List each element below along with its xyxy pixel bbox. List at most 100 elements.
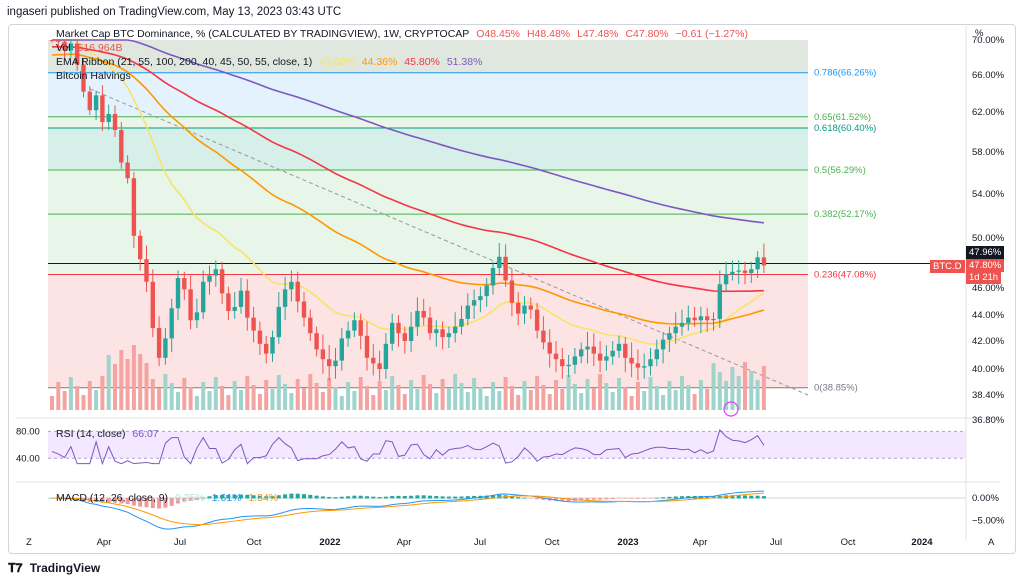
candle-body (245, 290, 250, 318)
volume-bar (289, 393, 294, 410)
legend-main: Market Cap BTC Dominance, % (CALCULATED … (56, 28, 752, 40)
macd-hist-bar (106, 498, 111, 503)
macd-hist-bar (743, 495, 747, 499)
candle-body (453, 326, 458, 334)
candle-body (358, 320, 363, 336)
volume-bar (755, 380, 760, 410)
zoom-button-left[interactable]: Z (26, 537, 32, 548)
volume-bar (87, 381, 92, 410)
macd-hist-bar (541, 498, 546, 500)
candle-body (56, 40, 61, 42)
volume-bar (402, 394, 407, 410)
volume-bar (428, 384, 432, 410)
macd-hist-bar (352, 495, 357, 499)
candle-body (579, 349, 584, 357)
candle-body (635, 363, 641, 368)
macd-hist-bar (402, 495, 407, 499)
volume-bar (113, 364, 117, 410)
volume-bar (598, 374, 603, 410)
volume-bar (673, 390, 678, 410)
volume-bar (383, 390, 388, 410)
macd-hist-bar (138, 498, 143, 507)
candle-body (749, 269, 754, 273)
volume-bar (591, 388, 596, 410)
volume-bar (522, 381, 527, 410)
candle-body (68, 43, 74, 51)
macd-hist-bar (560, 498, 565, 502)
time-axis-tick: Oct (545, 537, 560, 548)
macd-hist-bar (484, 495, 489, 499)
macd-hist-bar (453, 496, 458, 499)
volume-bar (635, 382, 640, 410)
fib-zone (48, 214, 808, 275)
macd-hist-bar (257, 495, 262, 499)
macd-hist-bar (535, 498, 540, 500)
volume-bar (629, 396, 634, 410)
macd-hist-bar (585, 498, 590, 500)
candle-body (427, 317, 433, 334)
time-axis-tick: 2023 (617, 537, 638, 548)
legend-halvings: Bitcoin Halvings (56, 70, 135, 82)
macd-hist-bar (635, 498, 640, 499)
volume-bar (610, 392, 615, 410)
macd-hist-bar (591, 498, 596, 500)
macd-hist-bar (182, 498, 187, 502)
macd-hist-bar (491, 495, 495, 499)
background-layer (48, 40, 808, 388)
macd-hist-bar (617, 498, 621, 499)
tradingview-footer[interactable]: 𝐓𝟕 TradingView (8, 561, 100, 576)
price-axis-tick: 54.00% (972, 189, 1005, 200)
candle-body (667, 333, 672, 340)
macd-hist-bar (302, 494, 306, 499)
candle-body (528, 305, 533, 310)
macd-hist-bar (749, 495, 754, 499)
candle-body (654, 349, 659, 360)
volume-bar (333, 387, 338, 410)
volume-bar (465, 392, 470, 410)
candle-body (257, 330, 263, 344)
macd-hist-bar (516, 497, 521, 499)
volume-bar (453, 374, 458, 410)
macd-hist-bar (220, 494, 225, 499)
candle-body (408, 326, 414, 341)
candle-body (339, 338, 344, 361)
rsi-band (48, 431, 966, 459)
macd-hist-bar (150, 498, 155, 509)
volume-bar (509, 386, 514, 410)
auto-scale-button[interactable]: A (988, 537, 995, 548)
macd-hist-bar (289, 493, 294, 499)
volume-bar (138, 354, 143, 410)
legend-ema-200: 51.38% (446, 56, 483, 68)
candle-body (213, 269, 218, 276)
volume-bar (761, 366, 766, 410)
volume-bar (396, 385, 401, 410)
candle-body (276, 306, 281, 338)
rsi-pane (48, 429, 966, 466)
volume-bar (446, 388, 451, 410)
time-axis-tick: 2022 (319, 537, 340, 548)
candle-body (742, 270, 748, 273)
candle-body (660, 339, 666, 350)
candle-body (207, 275, 212, 282)
volume-bar (62, 391, 67, 410)
candle-body (516, 302, 521, 314)
candle-body (547, 342, 552, 354)
fib-label: 0.236(47.08%) (814, 270, 876, 281)
macd-hist-bar (371, 496, 376, 499)
candle-body (182, 278, 187, 290)
macd-hist-bar (327, 496, 332, 499)
volume-bar (535, 376, 540, 410)
candle-body (446, 333, 452, 338)
ema-100-line (51, 46, 764, 293)
candle-body (434, 329, 439, 334)
legend-high: H48.48% (526, 28, 571, 40)
candle-body (503, 256, 508, 281)
volume-bar (654, 386, 659, 410)
candle-body (345, 330, 351, 339)
macd-hist-bar (207, 496, 212, 499)
volume-bar (150, 379, 155, 410)
candle-body (289, 281, 294, 290)
candle-body (49, 40, 55, 41)
macd-hist-bar (283, 494, 288, 499)
